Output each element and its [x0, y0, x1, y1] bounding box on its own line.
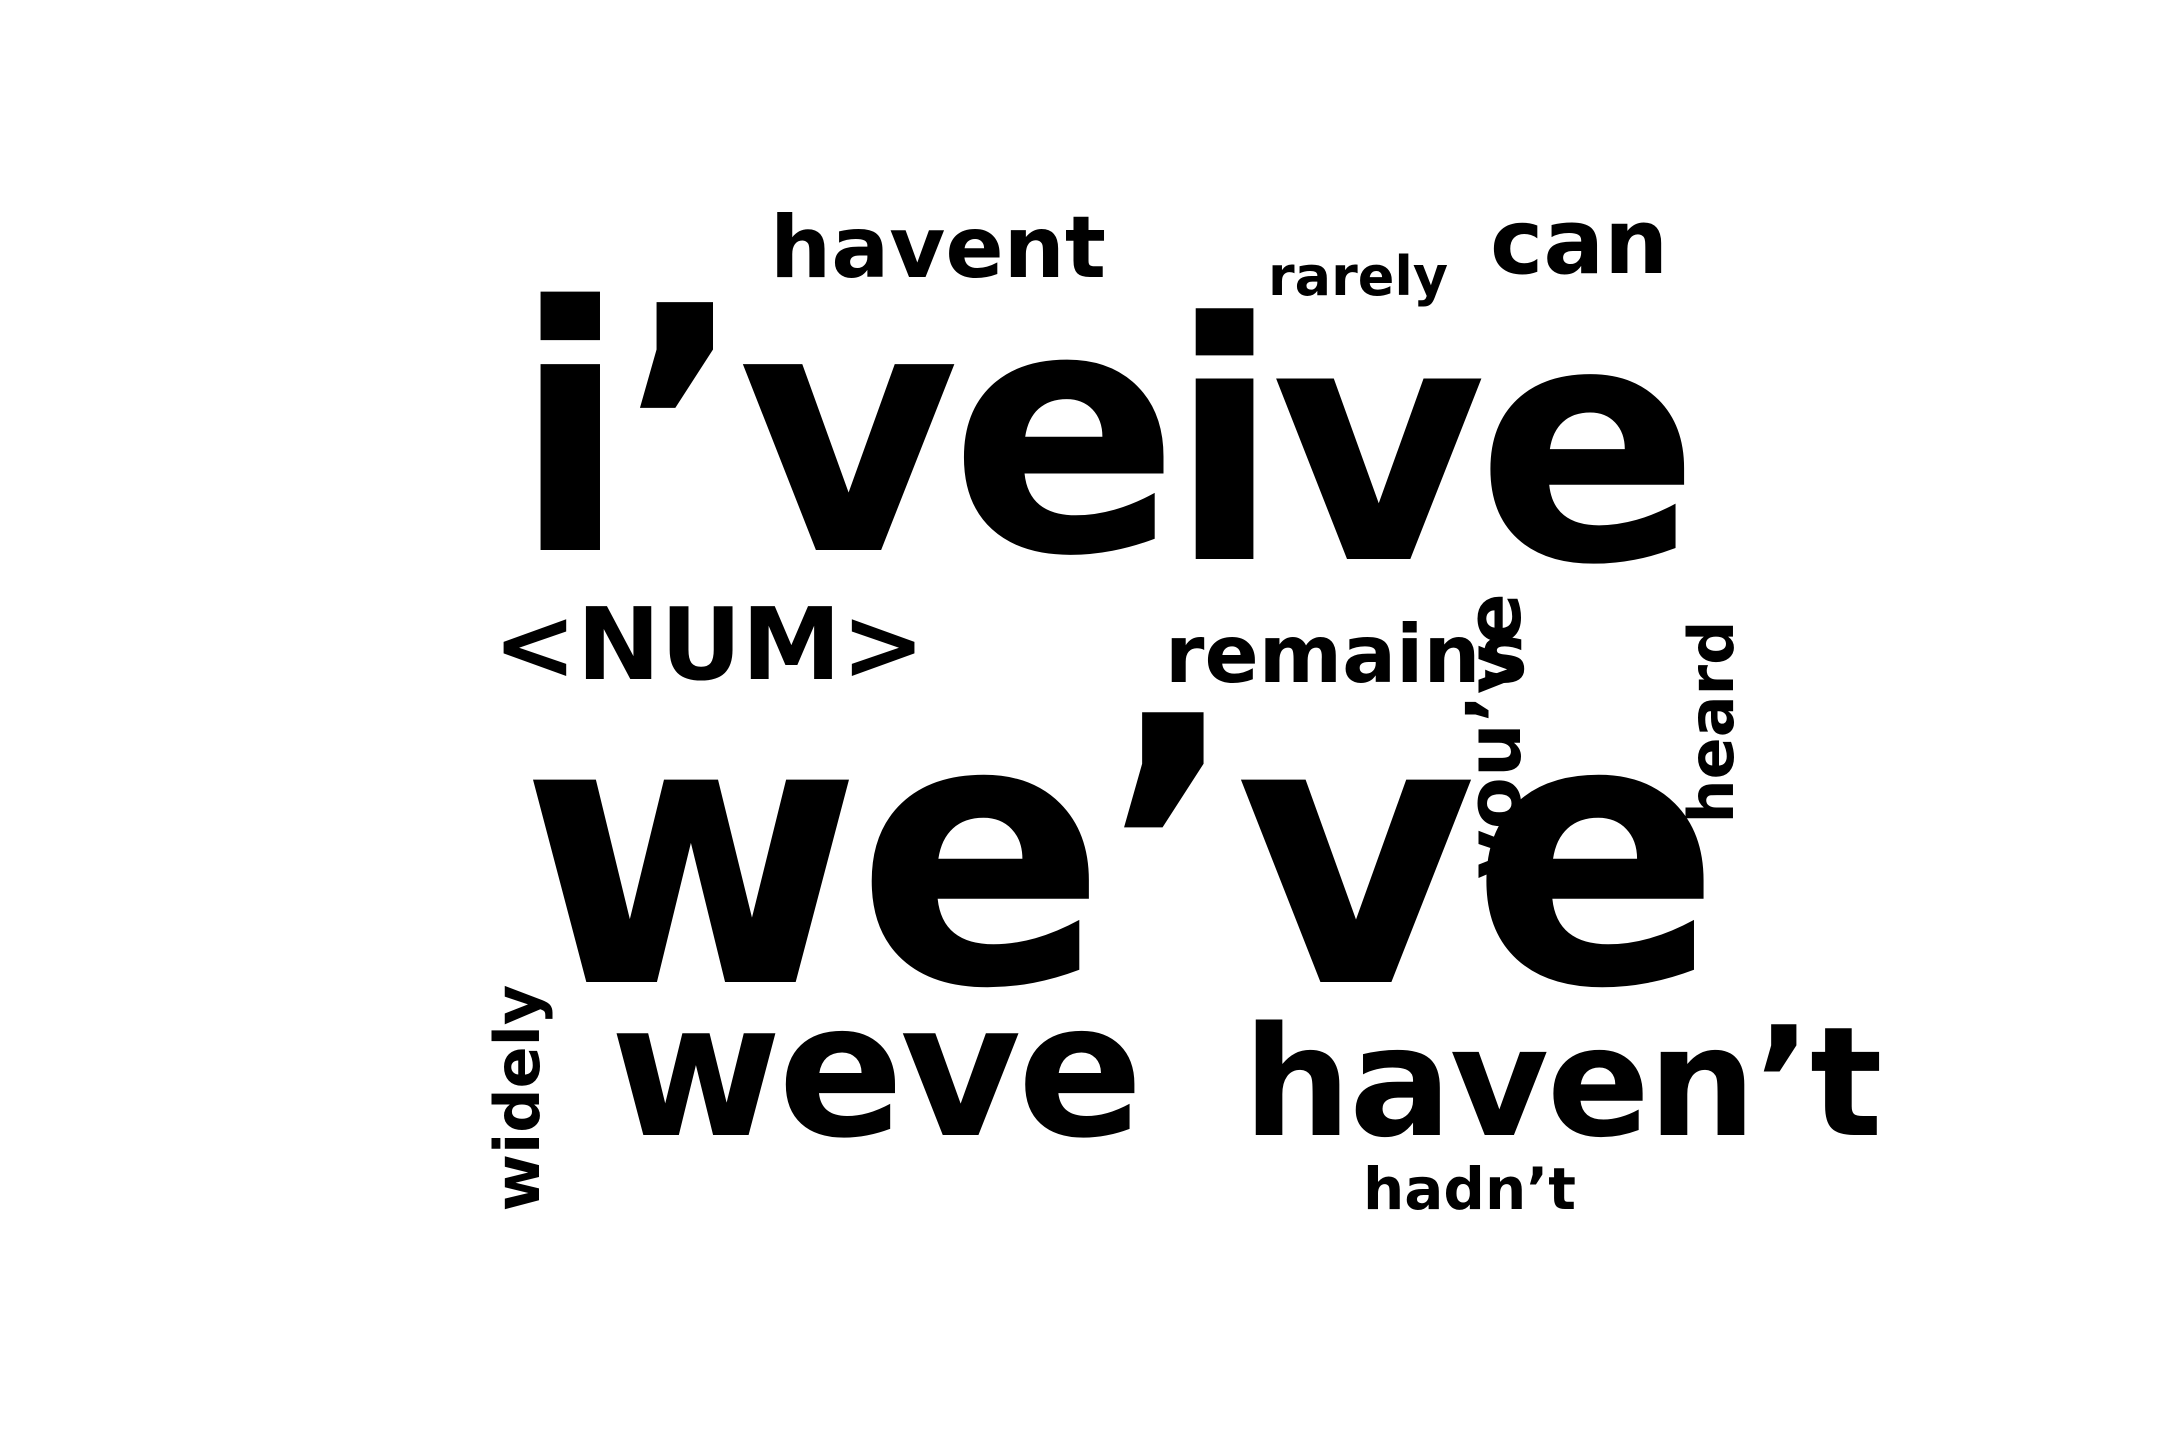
word-hadnt: hadn’t — [1363, 1155, 1576, 1223]
word-widely: widely — [481, 984, 554, 1212]
word-weve: weve — [610, 962, 1143, 1179]
word-remains: remains — [1165, 608, 1529, 701]
word-havent-apostrophe: haven’t — [1243, 994, 1883, 1171]
word-weve-apostrophe: we’ve — [520, 640, 1721, 1070]
word-havent: havent — [770, 198, 1106, 298]
word-can: can — [1490, 190, 1669, 295]
word-heard: heard — [1675, 620, 1748, 824]
word-youve: you’ve — [1449, 593, 1538, 879]
word-rarely: rarely — [1268, 245, 1449, 308]
word-ive: ive — [1168, 253, 1700, 637]
word-ive-apostrophe: i’ve — [512, 235, 1180, 631]
word-num: <NUM> — [493, 586, 925, 703]
